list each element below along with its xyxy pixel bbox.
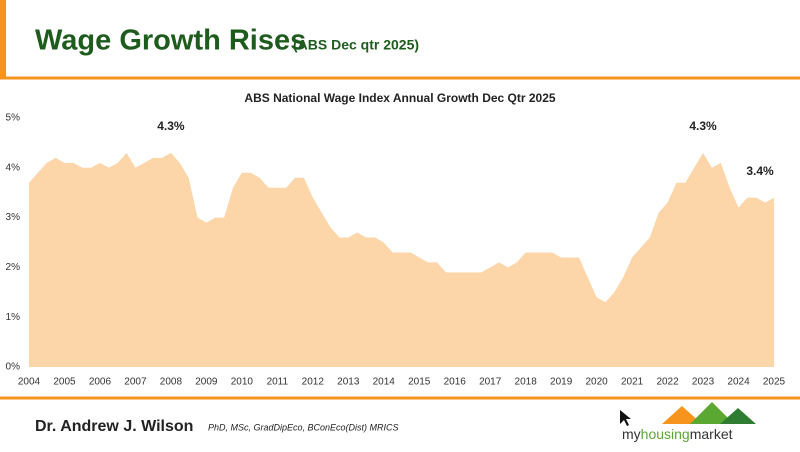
x-tick-label: 2022 bbox=[656, 377, 679, 388]
logo-prefix: my bbox=[622, 426, 641, 442]
logo-roof bbox=[662, 406, 702, 424]
x-tick-label: 2011 bbox=[267, 377, 289, 388]
x-tick-label: 2010 bbox=[231, 377, 254, 388]
x-tick-label: 2017 bbox=[479, 377, 502, 388]
page-subtitle: (ABS Dec qtr 2025) bbox=[293, 37, 419, 53]
annotation: 4.3% bbox=[157, 119, 185, 133]
y-tick-label: 1% bbox=[6, 312, 21, 323]
x-tick-label: 2020 bbox=[585, 377, 608, 388]
x-tick-label: 2019 bbox=[550, 377, 573, 388]
x-tick-label: 2008 bbox=[160, 377, 183, 388]
x-tick-label: 2024 bbox=[727, 377, 750, 388]
annotation: 4.3% bbox=[689, 119, 717, 133]
logo-mid: housing bbox=[641, 426, 690, 442]
x-tick-label: 2004 bbox=[18, 377, 41, 388]
x-tick-label: 2013 bbox=[337, 377, 360, 388]
x-tick-label: 2012 bbox=[302, 377, 325, 388]
author: Dr. Andrew J. Wilson bbox=[35, 418, 193, 435]
logo-text: myhousingmarket bbox=[622, 426, 733, 442]
cursor bbox=[620, 410, 631, 426]
logo-roof bbox=[720, 408, 756, 424]
y-tick-label: 0% bbox=[6, 362, 21, 373]
chart-title: ABS National Wage Index Annual Growth De… bbox=[244, 91, 555, 105]
accent-bar bbox=[0, 0, 6, 78]
x-tick-label: 2016 bbox=[444, 377, 467, 388]
x-tick-label: 2014 bbox=[373, 377, 396, 388]
x-tick-label: 2005 bbox=[53, 377, 76, 388]
annotation: 3.4% bbox=[746, 164, 774, 178]
logo: myhousingmarket bbox=[622, 402, 756, 442]
y-tick-label: 3% bbox=[6, 212, 21, 223]
x-tick-label: 2009 bbox=[195, 377, 218, 388]
page-title: Wage Growth Rises bbox=[35, 25, 306, 57]
credentials: PhD, MSc, GradDipEco, BConEco(Dist) MRIC… bbox=[208, 422, 399, 432]
x-tick-label: 2023 bbox=[692, 377, 715, 388]
x-tick-label: 2015 bbox=[408, 377, 431, 388]
x-tick-label: 2018 bbox=[515, 377, 538, 388]
logo-suffix: market bbox=[690, 426, 733, 442]
x-tick-label: 2021 bbox=[621, 377, 644, 388]
area bbox=[29, 152, 774, 367]
x-tick-label: 2007 bbox=[124, 377, 147, 388]
y-tick-label: 5% bbox=[6, 113, 21, 124]
x-tick-label: 2025 bbox=[763, 377, 786, 388]
y-tick-label: 2% bbox=[6, 262, 21, 273]
x-tick-label: 2006 bbox=[89, 377, 112, 388]
y-tick-label: 4% bbox=[6, 162, 21, 173]
logo-roof bbox=[690, 402, 734, 424]
